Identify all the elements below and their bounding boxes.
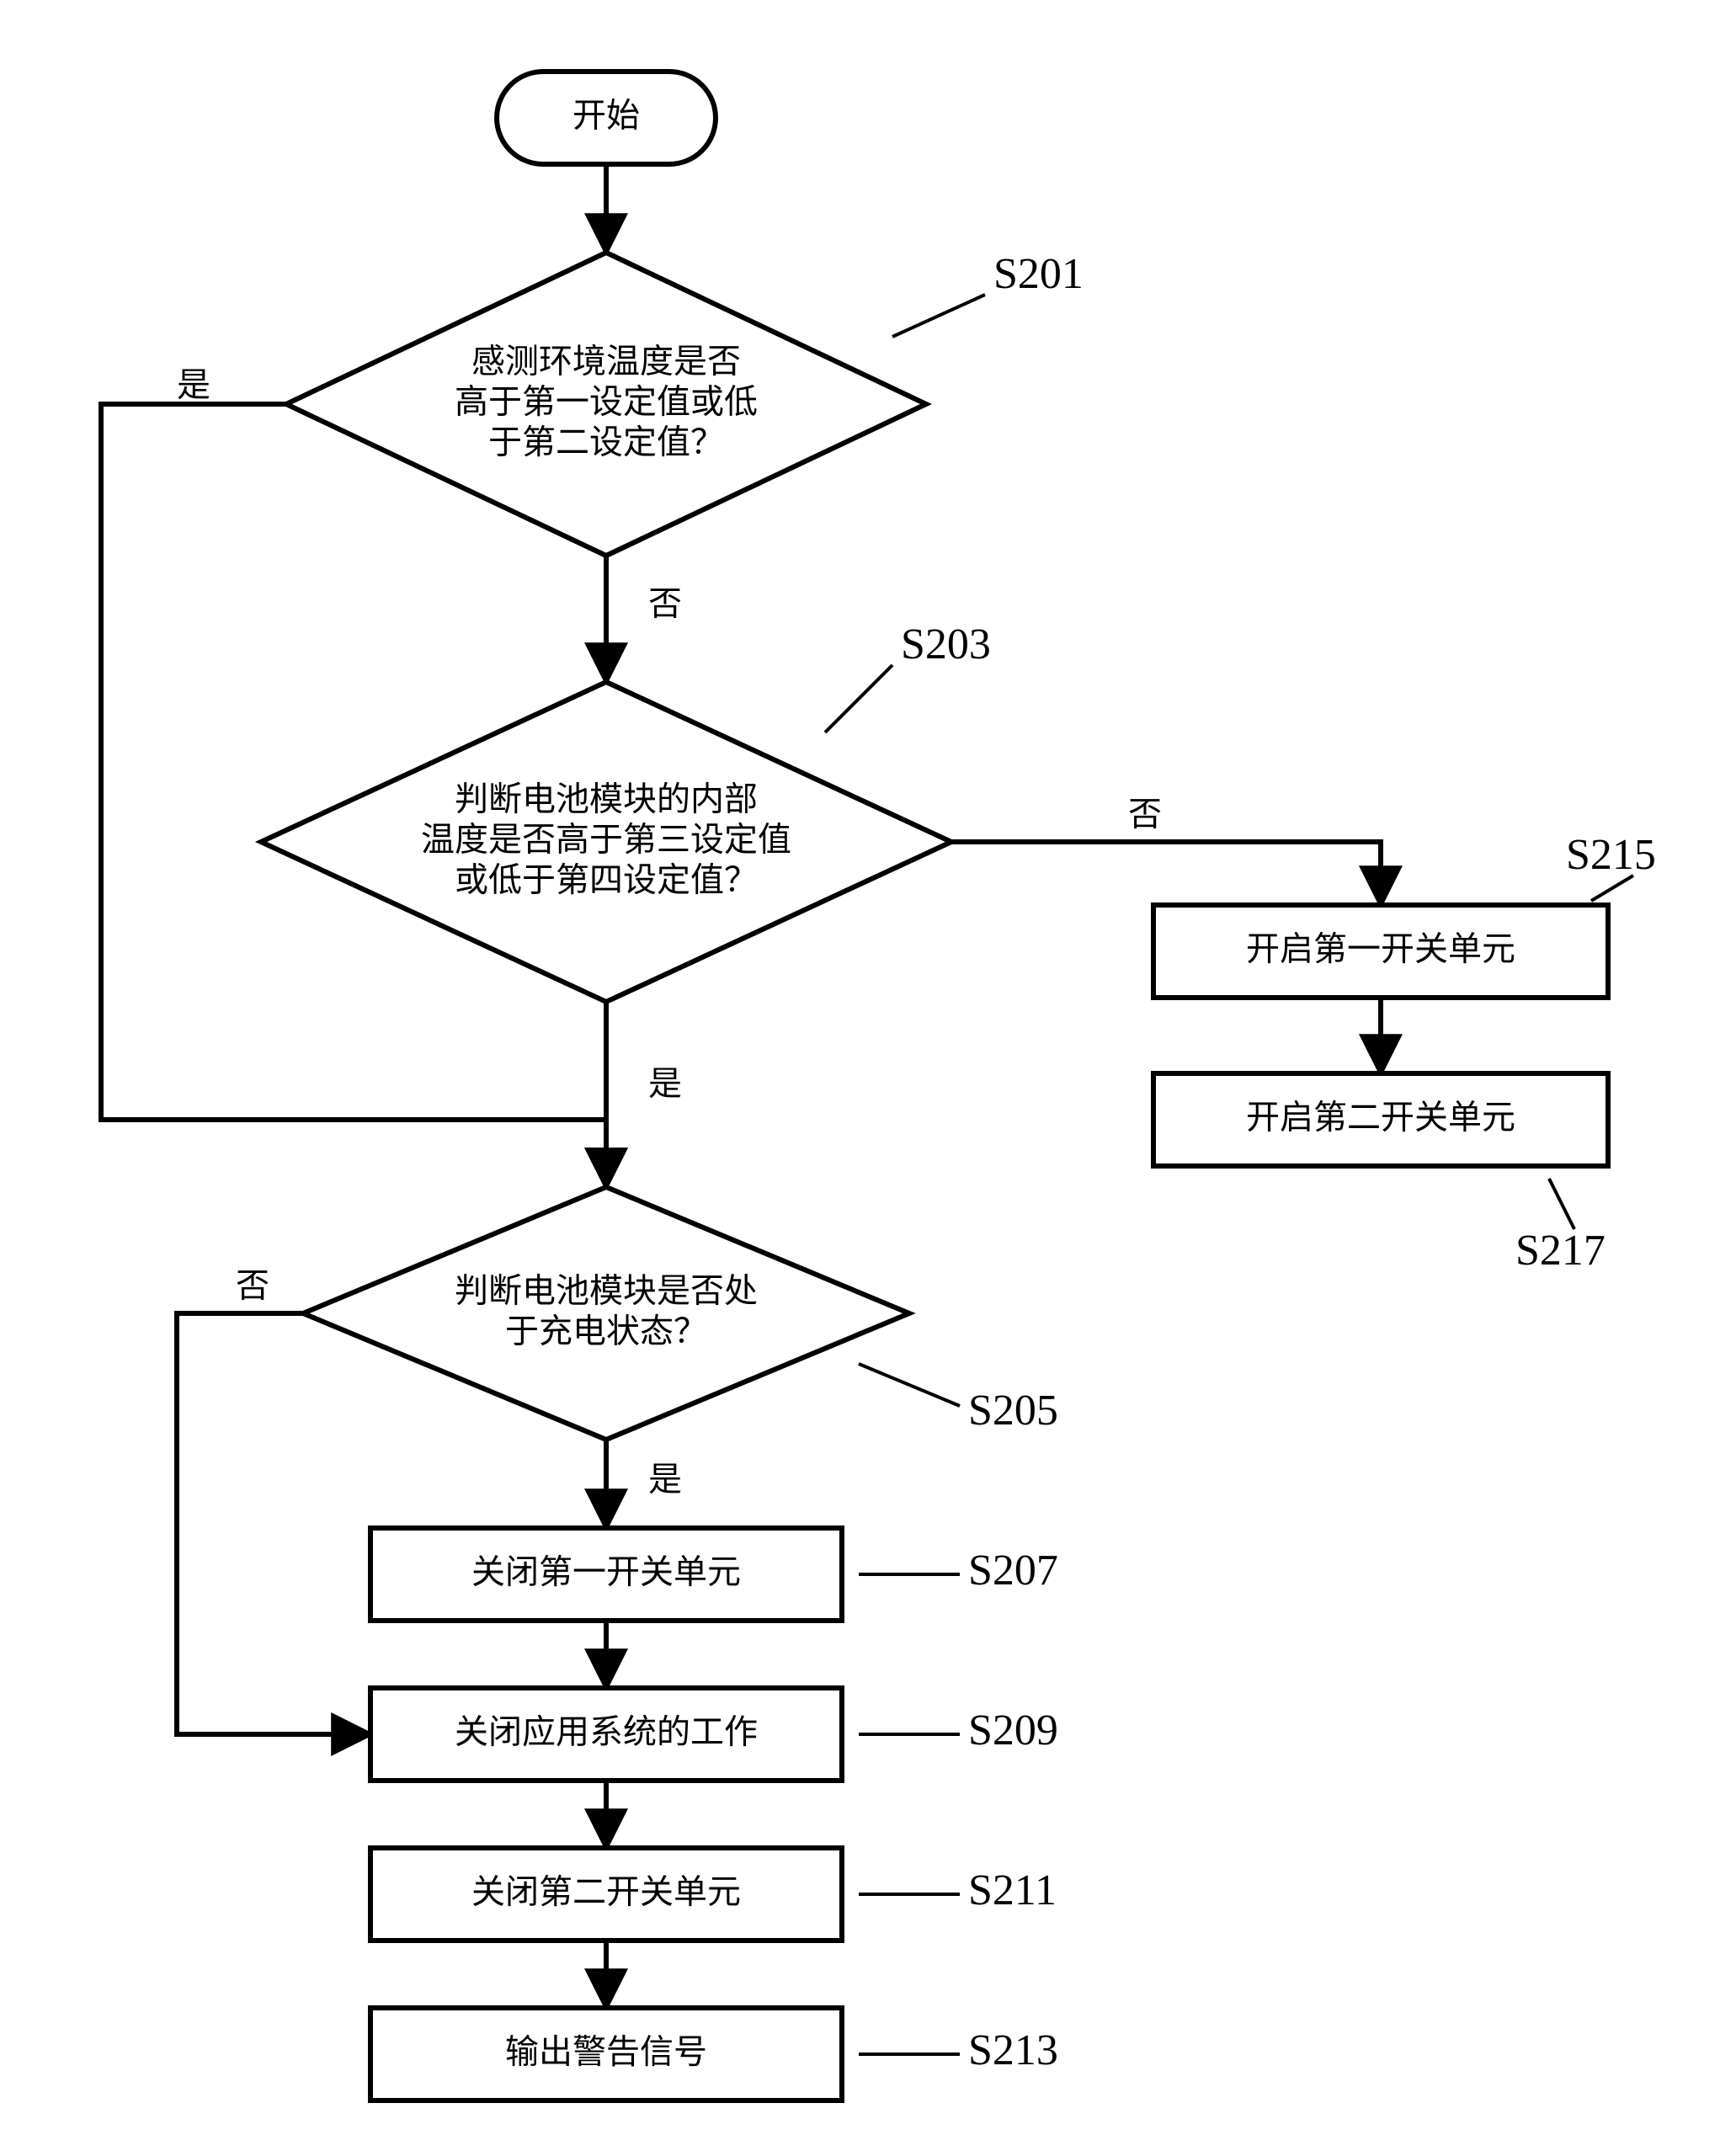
node-s213-text-0: 输出警告信号 <box>505 2034 707 2071</box>
node-s209-text-0: 关闭应用系统的工作 <box>455 1714 758 1751</box>
node-s211: 关闭第二开关单元 <box>370 1848 842 1941</box>
node-s201-text-0: 感测环境温度是否 <box>471 343 741 381</box>
node-start: 开始 <box>497 72 716 164</box>
node-s203-text-2: 或低于第四设定值？ <box>455 862 758 899</box>
label-s209: S209 <box>968 1706 1058 1754</box>
node-s207: 关闭第一开关单元 <box>370 1528 842 1621</box>
edge-label-4: 是 <box>648 1066 682 1103</box>
node-start-text-0: 开始 <box>572 98 640 135</box>
node-s211-text-0: 关闭第二开关单元 <box>471 1874 741 1911</box>
label-s205: S205 <box>968 1387 1058 1435</box>
node-s203: 判断电池模块的内部温度是否高于第三设定值或低于第四设定值？ <box>261 682 951 1002</box>
edge-label-7: 否 <box>236 1268 269 1305</box>
node-s201-text-1: 高于第一设定值或低 <box>455 384 758 421</box>
nodes-layer: 开始感测环境温度是否高于第一设定值或低于第二设定值？ 判断电池模块的内部温度是否高… <box>261 72 1608 2100</box>
node-s209: 关闭应用系统的工作 <box>370 1688 842 1781</box>
node-s207-text-0: 关闭第一开关单元 <box>471 1554 741 1591</box>
label-s211: S211 <box>968 1866 1057 1914</box>
edge-label-1: 否 <box>648 586 682 623</box>
edge-label-3: 否 <box>1128 796 1162 833</box>
leader-s201 <box>892 295 985 337</box>
edge-label-6: 是 <box>648 1462 682 1499</box>
leader-s203 <box>825 665 892 732</box>
edge-7 <box>177 1313 370 1734</box>
node-s215-text-0: 开启第一开关单元 <box>1246 931 1515 968</box>
label-s203: S203 <box>901 620 991 668</box>
label-s207: S207 <box>968 1547 1058 1595</box>
node-s215: 开启第一开关单元 <box>1153 905 1608 998</box>
node-s205-text-0: 判断电池模块是否处 <box>455 1273 758 1310</box>
label-s201: S201 <box>993 250 1084 298</box>
node-s205: 判断电池模块是否处于充电状态？ <box>303 1187 909 1440</box>
node-s213: 输出警告信号 <box>370 2008 842 2100</box>
node-s201-text-2: 于第二设定值？ <box>488 424 724 461</box>
edge-label-2: 是 <box>177 367 210 404</box>
edge-3 <box>951 842 1381 905</box>
label-s213: S213 <box>968 2026 1058 2074</box>
flowchart-canvas: 否是否是是否开始感测环境温度是否高于第一设定值或低于第二设定值？判断电池模块的内… <box>0 0 1736 2151</box>
node-s217: 开启第二开关单元 <box>1153 1073 1608 1166</box>
node-s203-text-1: 温度是否高于第三设定值 <box>421 822 791 859</box>
label-s217: S217 <box>1515 1227 1606 1275</box>
leader-s215 <box>1591 876 1633 901</box>
node-s217-text-0: 开启第二开关单元 <box>1246 1099 1515 1137</box>
leader-s205 <box>859 1364 960 1406</box>
node-s205-text-1: 于充电状态？ <box>505 1313 707 1350</box>
node-s201: 感测环境温度是否高于第一设定值或低于第二设定值？ <box>286 253 926 556</box>
leader-s217 <box>1549 1179 1574 1229</box>
node-s203-text-0: 判断电池模块的内部 <box>455 781 758 818</box>
label-s215: S215 <box>1566 831 1656 879</box>
